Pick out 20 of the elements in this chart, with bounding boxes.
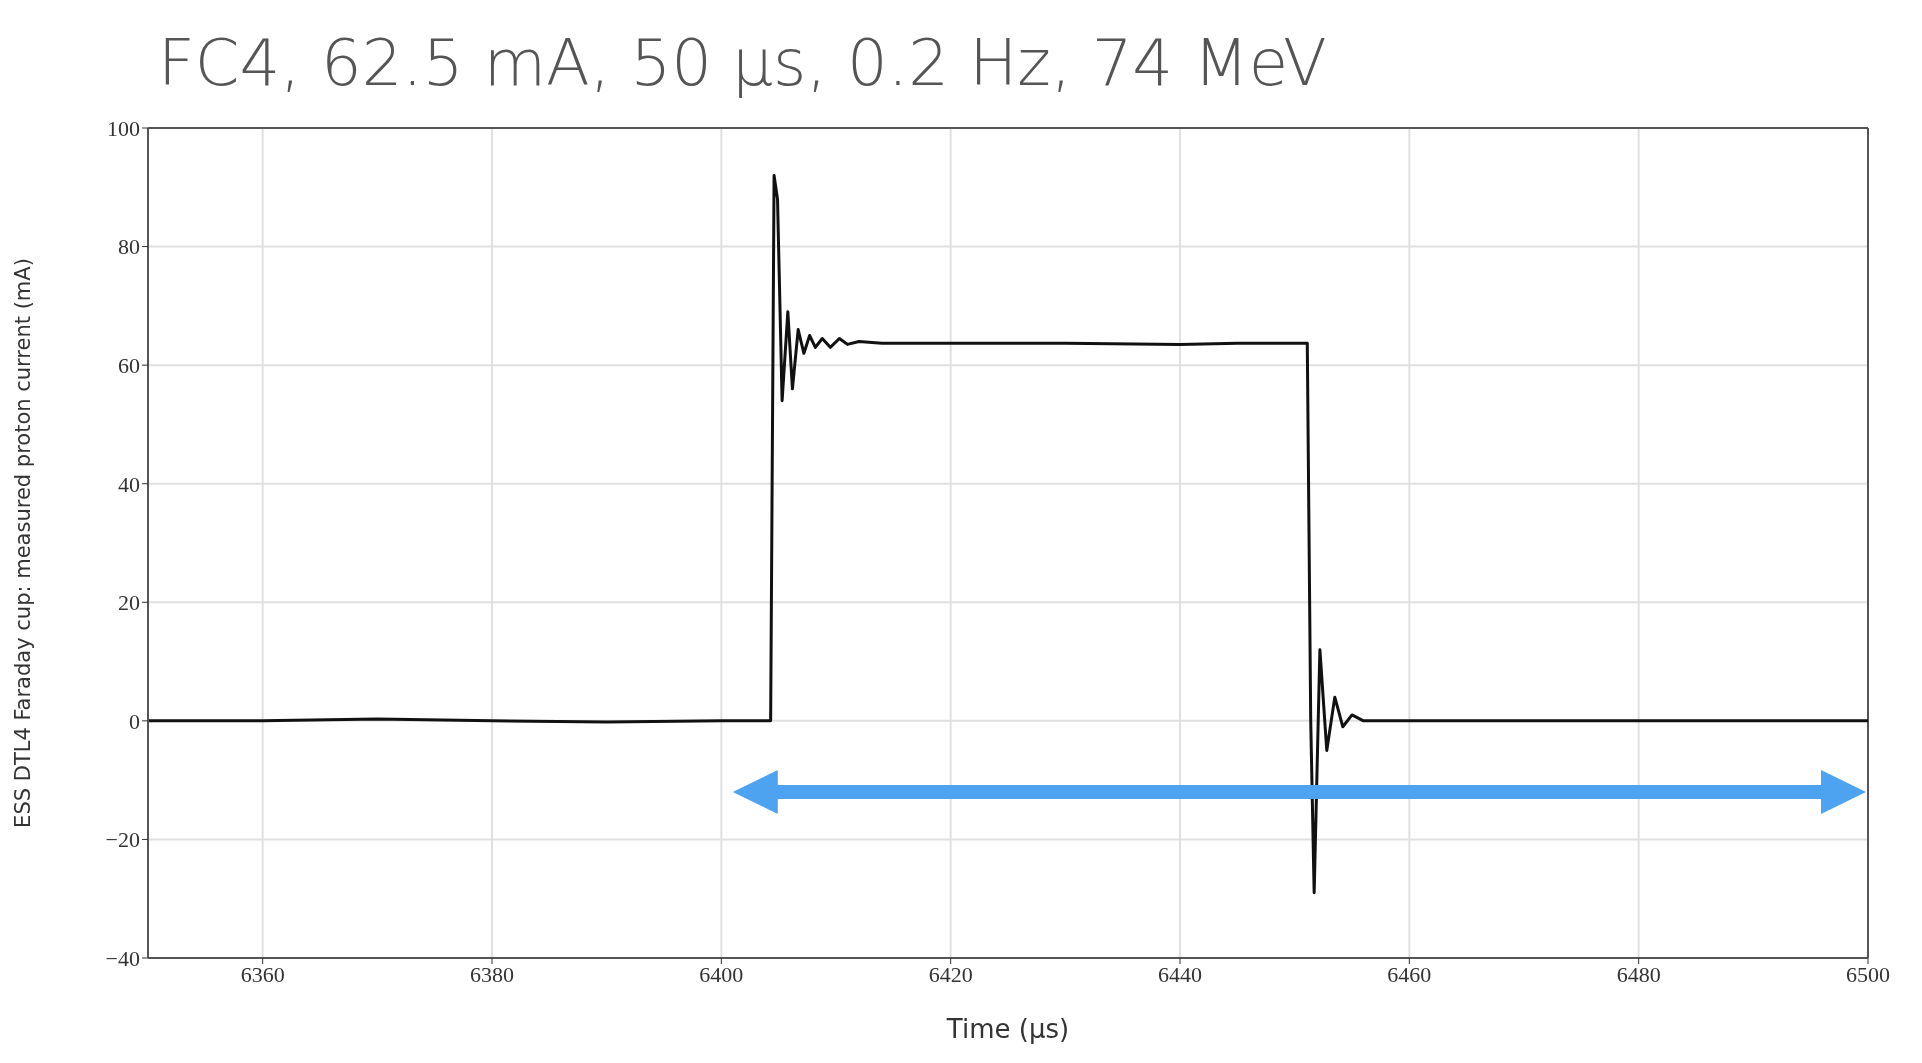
line-series — [148, 173, 1868, 895]
y-tick-label: 100 — [107, 115, 140, 141]
y-tick-label: 80 — [118, 234, 140, 260]
y-axis-title: ESS DTL4 Faraday cup: measured proton current (mA) — [11, 258, 36, 828]
x-tick-label: 6420 — [928, 961, 973, 987]
x-tick-label: 6480 — [1616, 961, 1661, 987]
y-tick-label: 0 — [129, 708, 140, 734]
y-tick-label: 60 — [118, 352, 140, 378]
y-tick-label: −20 — [105, 827, 140, 853]
y-tick-label: 40 — [118, 471, 140, 497]
chart-title: FC4, 62.5 mA, 50 μs, 0.2 Hz, 74 MeV — [158, 26, 1327, 100]
x-tick-label: 6380 — [470, 961, 514, 987]
x-tick-label: 6460 — [1387, 961, 1432, 987]
x-tick-label: 6500 — [1846, 961, 1890, 987]
x-axis-title: Time (μs) — [945, 1014, 1070, 1044]
x-tick-label: 6400 — [699, 961, 744, 987]
x-tick-label: 6360 — [240, 961, 285, 987]
x-tick-label: 6440 — [1158, 961, 1202, 987]
y-tick-label: −40 — [105, 945, 140, 971]
y-tick-label: 20 — [118, 590, 140, 616]
